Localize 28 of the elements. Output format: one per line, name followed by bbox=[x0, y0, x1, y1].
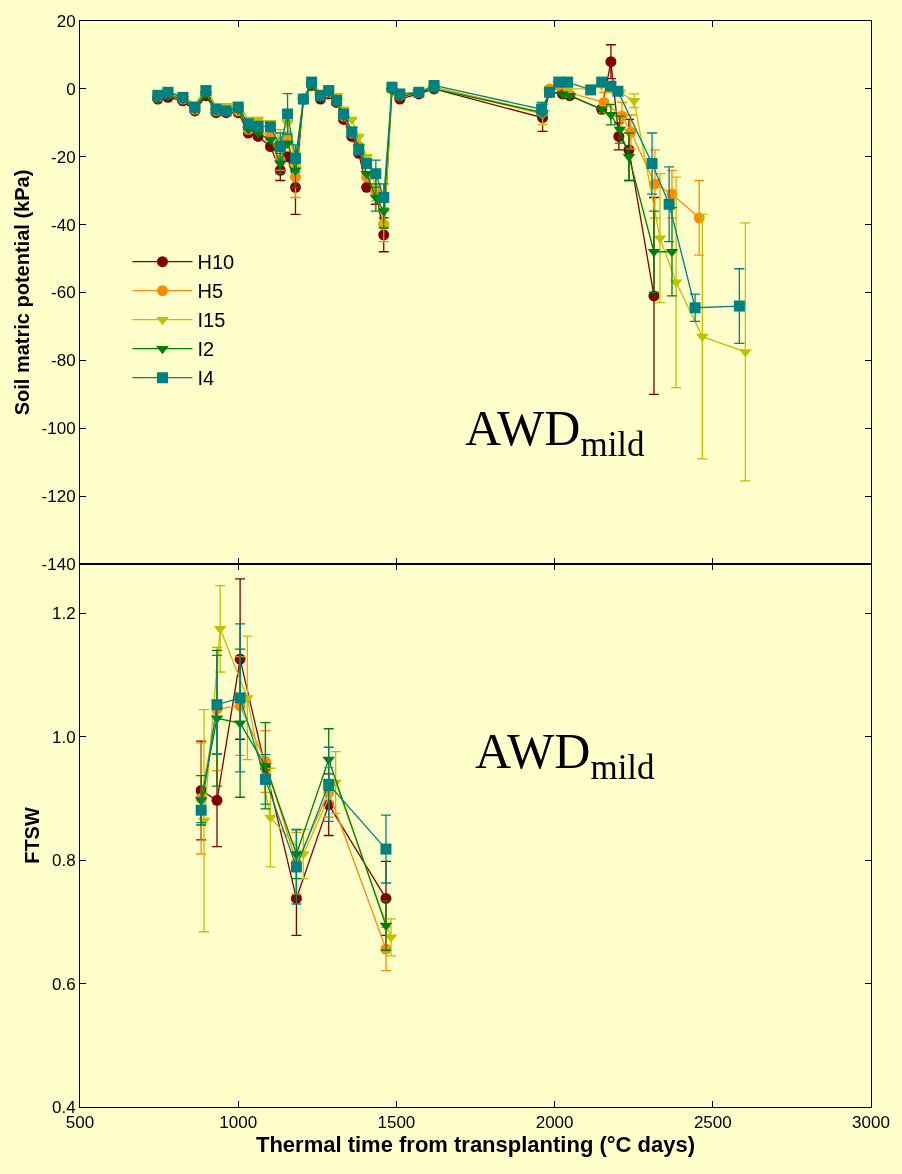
x-tick-label: 2500 bbox=[693, 1113, 732, 1133]
x-tick-label: 1000 bbox=[219, 1113, 258, 1133]
y-tick-label: 0 bbox=[66, 79, 76, 99]
y-tick-label: -60 bbox=[51, 283, 76, 303]
y-tick-label: 20 bbox=[56, 11, 76, 31]
y-tick-label: 0.8 bbox=[51, 851, 76, 871]
y-tick-label: 1.0 bbox=[51, 727, 76, 747]
annotation: AWD$_{mild}$ bbox=[465, 400, 646, 464]
y-axis-title: Soil matric potential (kPa) bbox=[11, 169, 34, 416]
y-tick-label: -120 bbox=[41, 487, 76, 507]
y-tick-label: -80 bbox=[51, 351, 76, 371]
x-tick-label: 3000 bbox=[852, 1113, 890, 1133]
y-tick-label: 0.6 bbox=[51, 974, 76, 994]
legend-label: H5 bbox=[197, 280, 224, 303]
x-tick-label: 2000 bbox=[535, 1113, 574, 1133]
y-axis-title: FTSW bbox=[21, 807, 44, 864]
y-tick-label: -140 bbox=[41, 554, 76, 574]
y-tick-label: 1.2 bbox=[51, 604, 76, 624]
y-tick-label: -20 bbox=[51, 147, 76, 167]
x-axis-title: Thermal time from transplanting (°C days) bbox=[255, 1132, 696, 1158]
x-tick-label: 1500 bbox=[377, 1113, 416, 1133]
y-tick-label: -100 bbox=[41, 419, 76, 439]
legend-label: I2 bbox=[197, 338, 215, 361]
legend-label: I15 bbox=[197, 309, 226, 332]
annotation: AWD$_{mild}$ bbox=[475, 723, 656, 787]
legend-label: H10 bbox=[197, 251, 235, 274]
legend-label: I4 bbox=[197, 367, 215, 390]
y-tick-label: -40 bbox=[51, 215, 76, 235]
